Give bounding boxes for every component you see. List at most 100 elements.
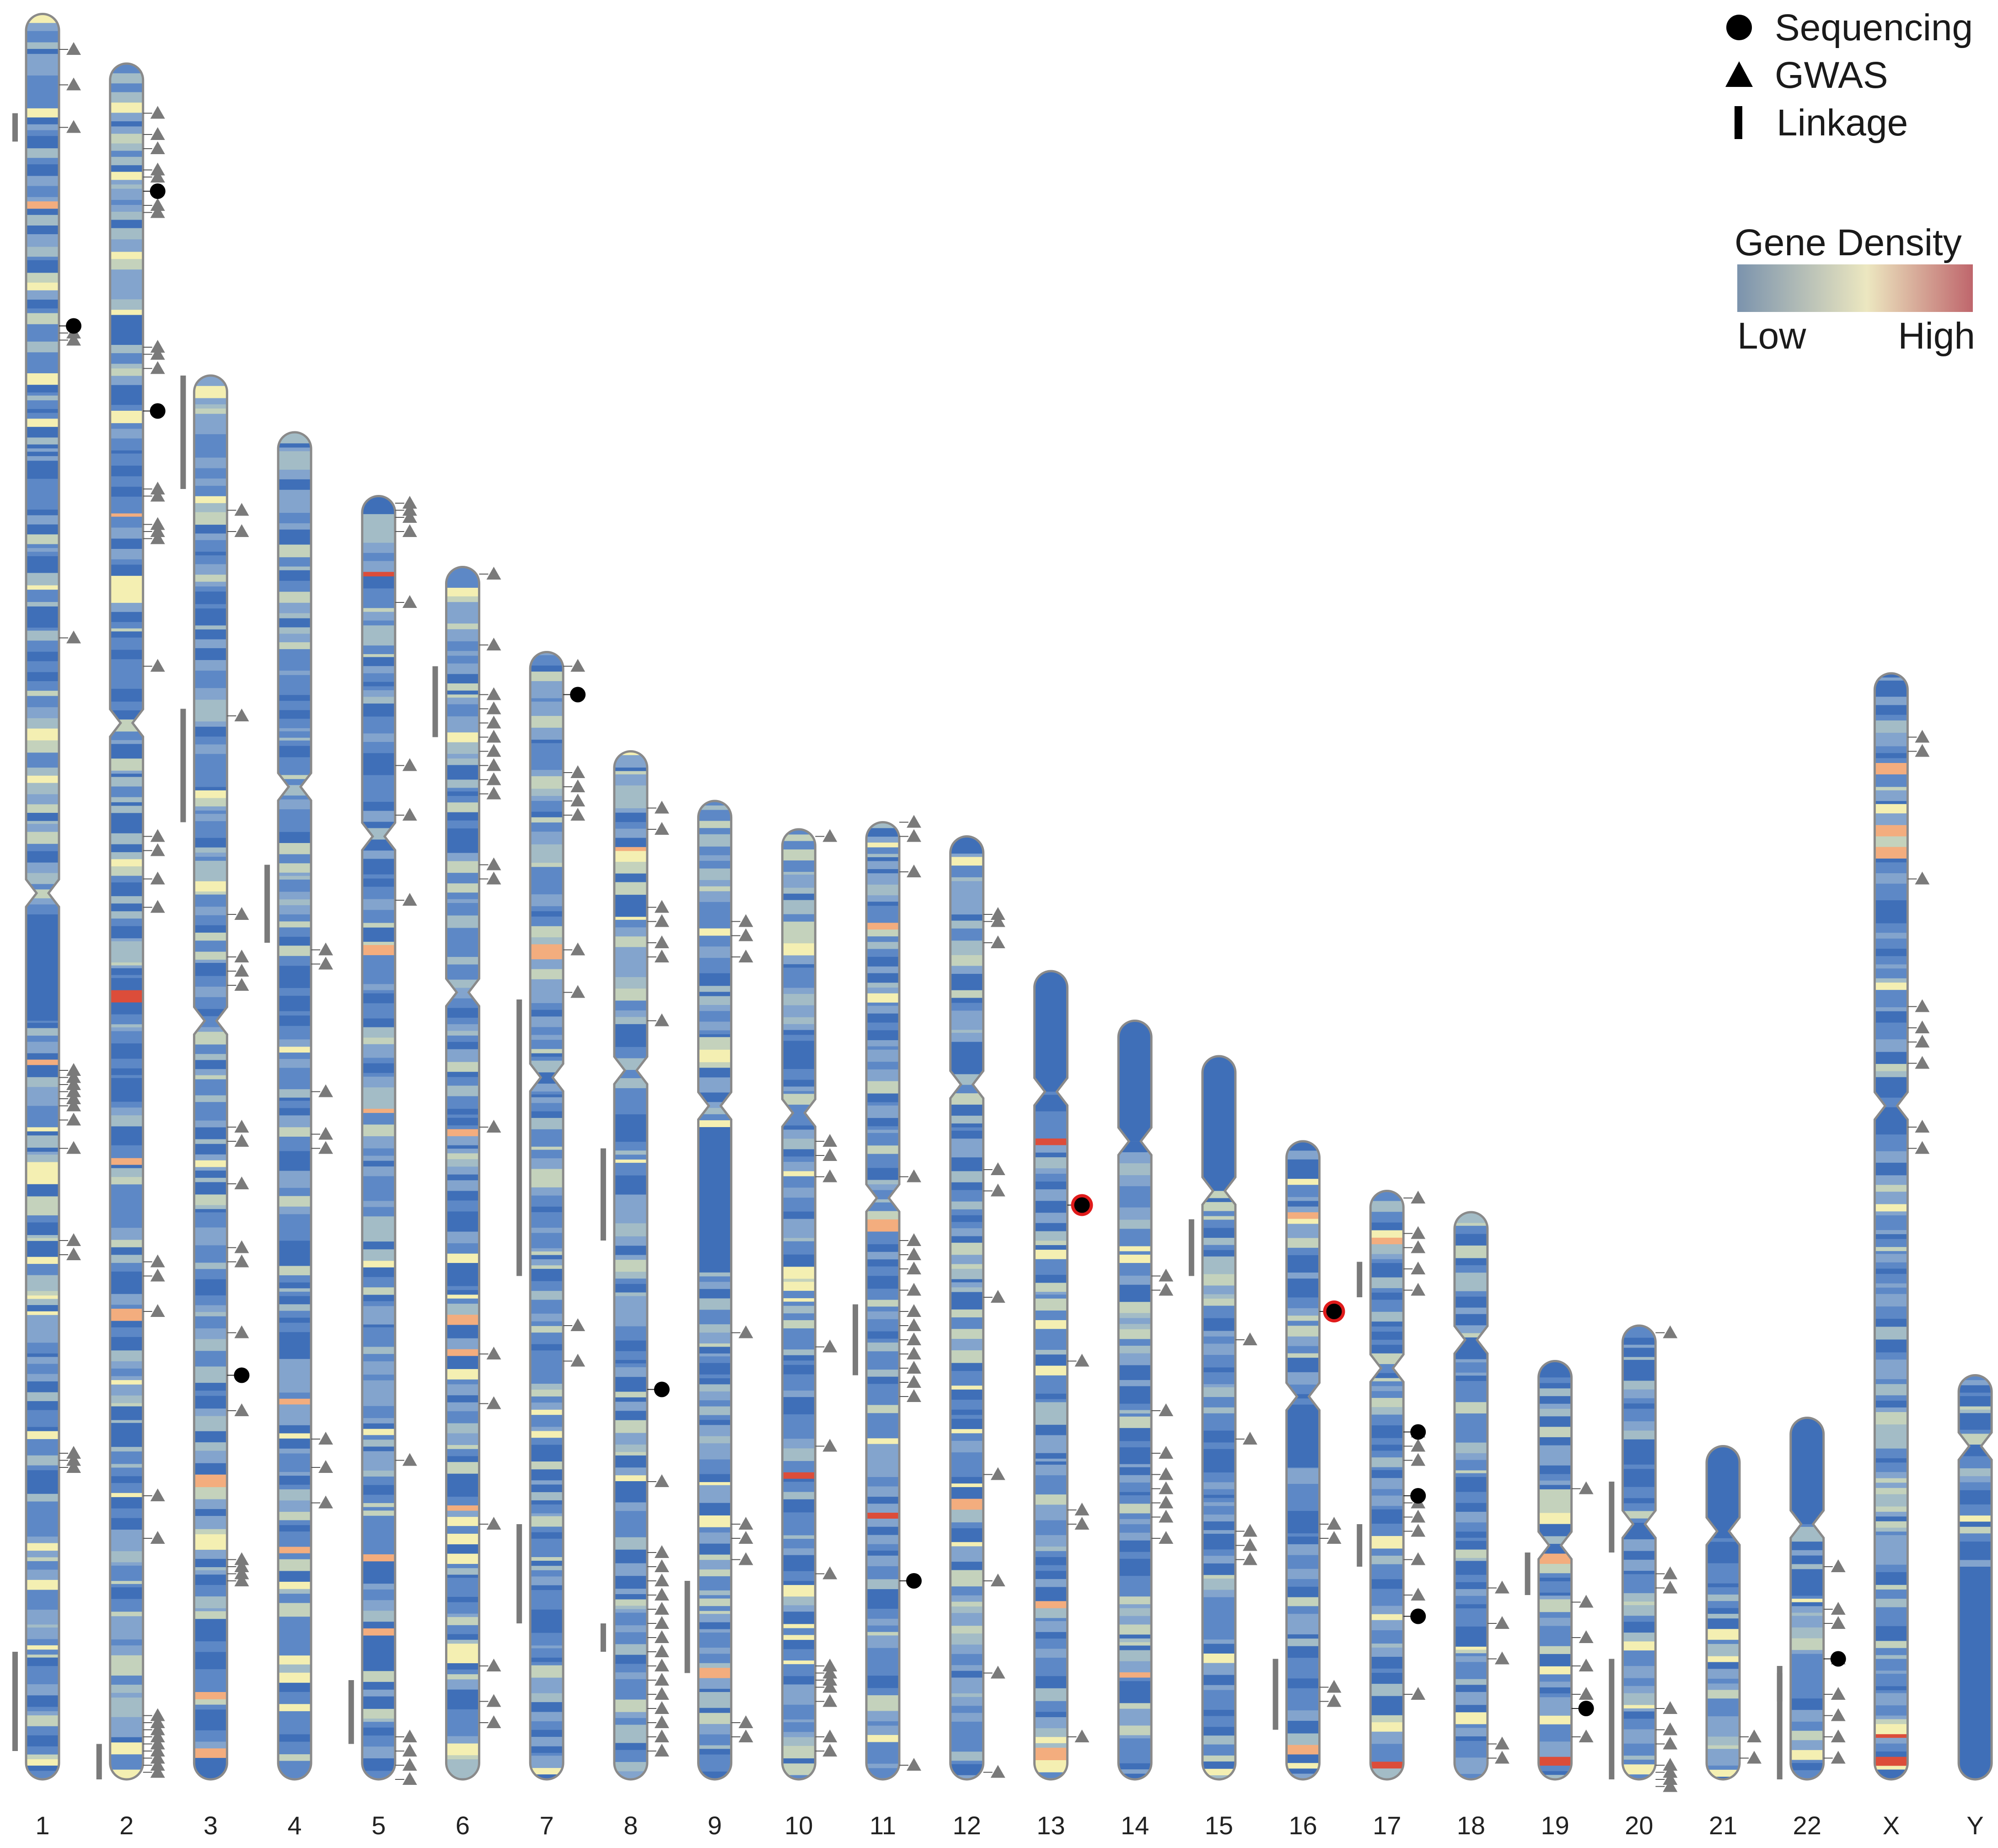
gene-density-band (614, 1047, 647, 1058)
gene-density-band (446, 861, 479, 873)
gene-density-band (446, 644, 479, 651)
gene-density-band (866, 1280, 899, 1289)
gene-density-band (1286, 1358, 1320, 1363)
gene-density-band (26, 602, 59, 607)
gene-density-band (698, 1282, 731, 1289)
gene-density-band (26, 491, 59, 500)
gene-density-band (1118, 1552, 1152, 1559)
gene-density-band (614, 1511, 647, 1520)
gene-density-band (782, 1035, 816, 1041)
gene-density-band (110, 1145, 143, 1150)
gene-density-band (110, 465, 143, 477)
gene-density-band (194, 1474, 227, 1488)
gene-density-band (614, 1272, 647, 1279)
gene-density-band (26, 1155, 59, 1163)
gene-density-band (446, 1497, 479, 1506)
gene-density-band (1538, 1708, 1572, 1716)
gene-density-band (1622, 1666, 1656, 1673)
gene-density-band (530, 1721, 564, 1730)
gene-density-band (530, 681, 564, 688)
gene-density-band (1202, 1579, 1235, 1590)
gene-density-band (194, 1542, 227, 1550)
gene-density-band (782, 1328, 816, 1340)
gene-density-band (1034, 1528, 1068, 1531)
gene-density-band (1370, 1391, 1404, 1398)
gene-density-band (362, 625, 395, 638)
gene-density-band (110, 299, 143, 310)
gene-density-band (362, 1361, 395, 1370)
gene-density-band (26, 740, 59, 753)
gene-density-band (1959, 1555, 1992, 1560)
gene-density-band (26, 832, 59, 844)
gene-density-band (194, 828, 227, 838)
gene-density-band (1790, 1550, 1824, 1556)
gene-density-band (26, 395, 59, 401)
gene-density-band (1202, 1442, 1235, 1450)
gene-density-band (1202, 1268, 1235, 1274)
gene-density-band (1622, 1531, 1656, 1540)
gene-density-band (362, 965, 395, 973)
chromosome-2-outline (109, 62, 145, 1781)
gene-density-band (26, 1036, 59, 1042)
gene-density-band (530, 1251, 564, 1256)
gene-density-band (530, 789, 564, 796)
gene-density-band (866, 1513, 899, 1519)
gene-density-band (362, 1758, 395, 1771)
gene-density-band (1454, 1596, 1488, 1605)
gene-density-band (110, 1262, 143, 1272)
gene-density-band (446, 1077, 479, 1086)
gene-density-band (362, 1666, 395, 1671)
gene-density-band (950, 1303, 983, 1310)
gene-density-band (782, 1030, 816, 1035)
gene-density-band (950, 1264, 983, 1269)
gene-density-band (110, 1107, 143, 1112)
gene-density-band (194, 423, 227, 426)
gene-density-band (194, 1262, 227, 1269)
gene-density-band (950, 1510, 983, 1519)
gene-density-band (110, 429, 143, 439)
gwas-marker (990, 907, 1005, 920)
gene-density-band (26, 1364, 59, 1375)
gene-density-band (278, 1339, 312, 1351)
gene-density-band (110, 1101, 143, 1108)
gene-density-band (1874, 1516, 1908, 1522)
gene-density-band (26, 898, 59, 905)
gene-density-band (110, 1493, 143, 1498)
gene-density-band (26, 873, 59, 885)
gene-density-band (950, 1032, 983, 1039)
gene-density-band (782, 1758, 816, 1764)
gene-density-band (950, 1721, 983, 1728)
gene-density-band (1286, 1305, 1320, 1309)
gene-density-band (110, 1309, 143, 1322)
heterochromatin-block (1959, 1567, 1992, 1779)
gene-density-band (1034, 1111, 1068, 1115)
gene-density-band (614, 1481, 647, 1490)
gene-density-band (110, 833, 143, 845)
legend-sequencing-entry: Sequencing (1726, 7, 1973, 48)
gwas-marker (1411, 1524, 1426, 1537)
gene-density-band (1286, 1166, 1320, 1179)
gene-density-band (194, 1658, 227, 1670)
gene-density-band (866, 1625, 899, 1633)
gene-density-band (1118, 1275, 1152, 1285)
gene-density-band (278, 1438, 312, 1449)
gene-density-band (362, 807, 395, 811)
gene-density-band (194, 1679, 227, 1692)
gene-density-band (1034, 1329, 1068, 1336)
gene-density-band (698, 946, 731, 958)
gene-density-band (1622, 1417, 1656, 1422)
sequencing-marker (66, 318, 81, 334)
gene-density-band (362, 1241, 395, 1250)
gwas-marker (66, 1141, 81, 1154)
gene-density-band (1202, 1663, 1235, 1676)
gene-density-band (1454, 1362, 1488, 1373)
gene-density-band (950, 1236, 983, 1243)
gene-density-band (1202, 1467, 1235, 1473)
gene-density-band (362, 508, 395, 515)
gene-density-band (110, 1655, 143, 1668)
gene-density-band (698, 1474, 731, 1483)
gene-density-band (1034, 1413, 1068, 1425)
gene-density-band (1118, 1738, 1152, 1743)
gene-density-band (278, 1332, 312, 1340)
gene-density-band (278, 737, 312, 741)
